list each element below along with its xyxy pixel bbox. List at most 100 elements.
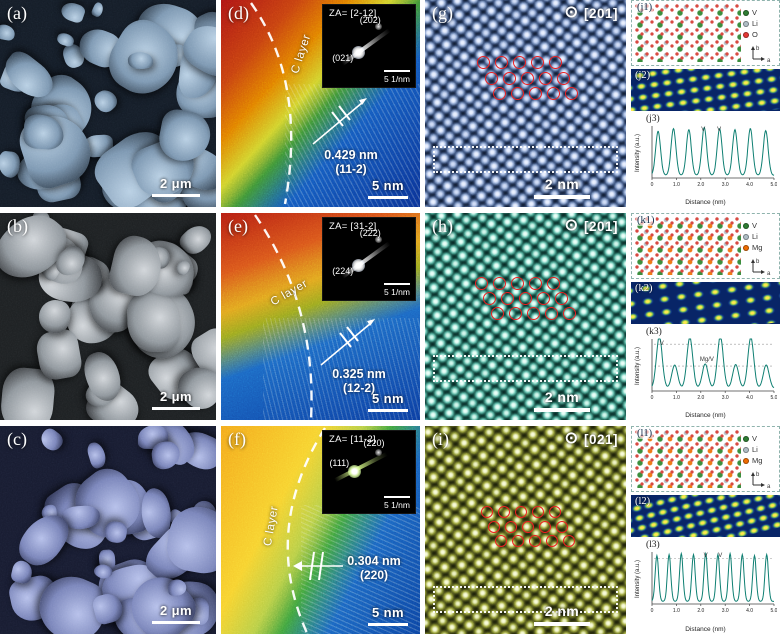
chart-text: 4.0 [746,608,753,614]
panel-f-tem-image: (f) C layer ZA= [11-2] (2̄20) (111) 5 1/… [221,426,420,634]
atom-marker-circle [539,520,551,533]
axis-label: a [767,484,771,490]
panel-label: (l1) [636,428,654,439]
sem-particle [85,440,109,470]
legend-label: O [752,30,758,39]
atom-legend: V Li O [743,8,776,39]
simulated-image-panel: (l2) [631,495,780,537]
atom-marker-circle [549,506,561,518]
legend-atom-dot [743,233,749,240]
scale-line [152,620,200,624]
scale-line [534,622,590,626]
panel-label: (j1) [636,2,654,13]
legend-entry: V [743,221,776,230]
scale-line [368,195,408,199]
scale-bar: 2 nm [534,603,590,626]
panel-label: (d) [228,3,249,23]
scale-bar: 2 nm [534,176,590,199]
chart-text: 0 [651,182,654,188]
panel-label: (l3) [646,540,660,550]
legend-entry: O [743,30,776,39]
panel-label: (h) [432,216,453,236]
legend-atom-dot [743,244,749,251]
intensity-profile-panel: (l3) Intensity (a.u.) 0 1.0 2.0 3.0 4.0 5.0 V V… [631,540,780,634]
zone-axis-tag: ⊙ [201] [565,218,618,234]
beam-direction-icon: ⊙ [564,217,578,234]
axis-label: a [767,271,771,277]
atom-marker-circle [545,307,558,320]
scale-bar: 5 nm [368,605,408,626]
scale-bar: 5 nm [368,390,408,412]
atom-arrangement [635,4,741,62]
legend-entry: Mg [743,243,776,252]
scale-bar: 2 μm [152,176,200,197]
axis-label: b [756,46,760,52]
side-group-k: (k1) V Li Mg a b (k2) (k3) Intensity (a.u.… [631,213,780,420]
atom-marker-circle [537,292,550,305]
atom-marker-circle [515,506,527,518]
crystal-model-panel: (l1) V Li Mg a b [631,426,780,492]
legend-label: Mg [752,456,763,465]
panel-a-sem-image: (a) 2 μm [0,0,216,207]
atom-marker-circle [563,307,576,320]
legend-label: Li [752,445,758,454]
atom-marker-circle [547,277,560,290]
atom-marker-overlay [425,213,626,420]
atom-marker-circle [529,535,541,547]
diffraction-inset: ZA= [2-12] (2̄02) (021) 5 1/nm [322,4,416,88]
d-spacing-value: 0.325 nm [332,367,386,381]
zone-axis-label: [201] [583,5,618,21]
d-spacing-marker [312,98,367,145]
scale-bar: 2 μm [152,602,200,624]
atom-marker-circle [493,87,506,100]
atom-marker-circle [557,71,570,85]
atom-marker-circle [547,87,560,100]
panel-label: (c) [7,429,27,449]
d-spacing-marker [320,319,375,366]
intensity-profile-panel: (k3) Intensity (a.u.) 0 1.0 2.0 3.0 4.0 5.0 V M… [631,327,780,420]
scale-line [152,406,200,410]
scale-label: 2 μm [160,602,192,618]
legend-entry: V [743,434,776,443]
spot-index-label: (2̄20) [363,438,385,449]
zone-axis-label: [201] [583,218,618,234]
scale-label: 2 nm [544,603,580,619]
axis-label: b [756,259,760,265]
chart-text: 0 [651,608,654,614]
atom-marker-circle [483,292,496,305]
plane-index: (11-2) [335,162,367,176]
atom-marker-circle [491,307,504,320]
intensity-profile-chart: 0 1.0 2.0 3.0 4.0 5.0 V Mg/V [651,338,777,401]
legend-entry: Li [743,19,776,28]
inset-scale-bar: 5 1/nm [384,70,410,84]
crystal-axes: a b [751,472,771,490]
crystal-model-panel: (j1) V Li O a b [631,0,780,66]
atom-marker-circle [531,56,544,69]
panel-label: (k2) [635,283,653,294]
atom-marker-circle [511,277,524,290]
atom-marker-circle [519,292,532,305]
zone-axis-tag: ⊙ [201] [565,5,618,21]
legend-label: Mg [752,243,763,252]
legend-entry: Li [743,445,776,454]
atom-marker-circle [501,292,514,305]
chart-text: V [704,553,708,559]
beam-direction-icon: ⊙ [564,4,578,21]
atom-marker-circle [565,87,578,100]
side-group-j: (j1) V Li O a b (j2) (j3) Intensity (a.u.)… [631,0,780,207]
legend-atom-dot [743,457,749,464]
simulated-lattice [631,495,780,537]
legend-atom-dot [743,9,749,16]
panel-label: (a) [7,3,27,23]
atom-marker-circle [481,506,493,518]
chart-text: 1.0 [673,395,680,401]
sem-particle [91,1,106,19]
atom-marker-circle [493,277,506,290]
panel-label: (b) [7,216,28,236]
chart-text: V [660,341,664,347]
crystal-axes: a b [751,259,771,277]
x-axis-label: Distance (nm) [685,626,726,633]
atom-marker-circle [513,56,526,69]
chart-text: V [718,553,722,559]
scale-label: 5 nm [372,390,404,406]
